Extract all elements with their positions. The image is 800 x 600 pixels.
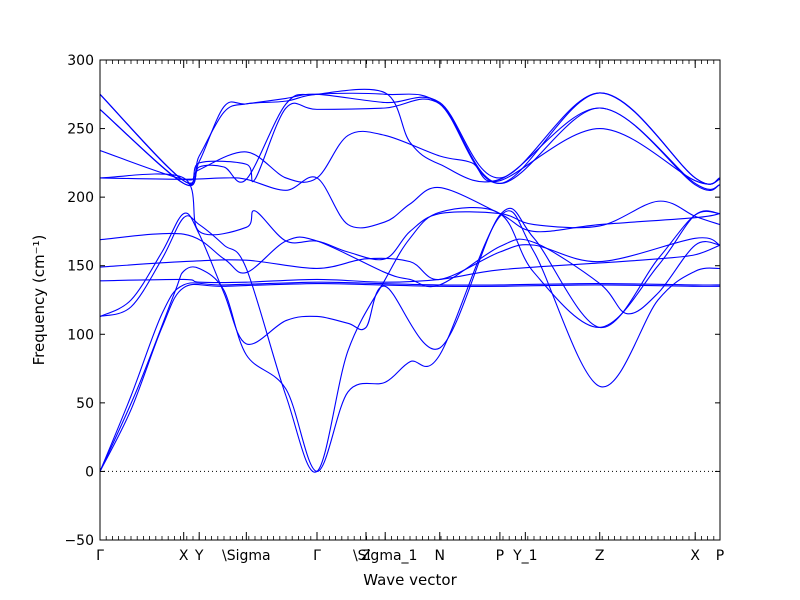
x-tick-label: Z: [595, 548, 605, 564]
x-tick-label: P: [496, 548, 504, 564]
minor-ticks: [99, 60, 721, 540]
y-tick-label: 50: [76, 396, 94, 412]
y-tick-label: −50: [64, 533, 94, 549]
x-tick-label: P: [716, 548, 724, 564]
phonon-branch-10: [100, 176, 720, 233]
phonon-branch-3: [100, 210, 720, 472]
x-tick-label: Γ: [313, 548, 321, 564]
phonon-branch-15: [100, 92, 720, 185]
plot-frame: [99, 59, 721, 541]
x-tick-label: \Sigma: [222, 548, 271, 564]
y-axis: −50 0 50 100 150 200 250 300: [64, 53, 720, 549]
x-axis-label: Wave vector: [363, 571, 457, 589]
x-tick-label: Γ: [96, 548, 104, 564]
y-tick-label: 150: [67, 259, 94, 275]
phonon-branch-11: [100, 128, 720, 185]
x-tick-label: Y: [194, 548, 204, 564]
plot-background: [100, 60, 720, 540]
y-tick-label: 100: [67, 327, 94, 343]
phonon-branch-7: [100, 237, 720, 280]
x-tick-label: N: [435, 548, 445, 564]
y-tick-label: 0: [85, 464, 94, 480]
y-tick-label: 250: [67, 122, 94, 138]
phonon-branch-8: [100, 232, 720, 315]
phonon-branch-9: [100, 173, 720, 261]
y-tick-label: 300: [67, 53, 94, 69]
x-tick-label: X: [690, 548, 700, 564]
x-tick-label: Y_1: [512, 548, 537, 564]
y-axis-label: Frequency (cm⁻¹): [30, 235, 48, 366]
phonon-branch-5: [100, 207, 720, 473]
series-group: [100, 88, 720, 473]
x-tick-label: Z: [361, 548, 371, 564]
phonon-branch-2: [100, 281, 720, 472]
phonon-branch-6: [100, 244, 720, 284]
phonon-branch-13: [100, 88, 720, 190]
x-tick-label: X: [179, 548, 189, 564]
y-tick-label: 200: [67, 190, 94, 206]
x-tick-label: \Sigma_1: [353, 548, 418, 564]
